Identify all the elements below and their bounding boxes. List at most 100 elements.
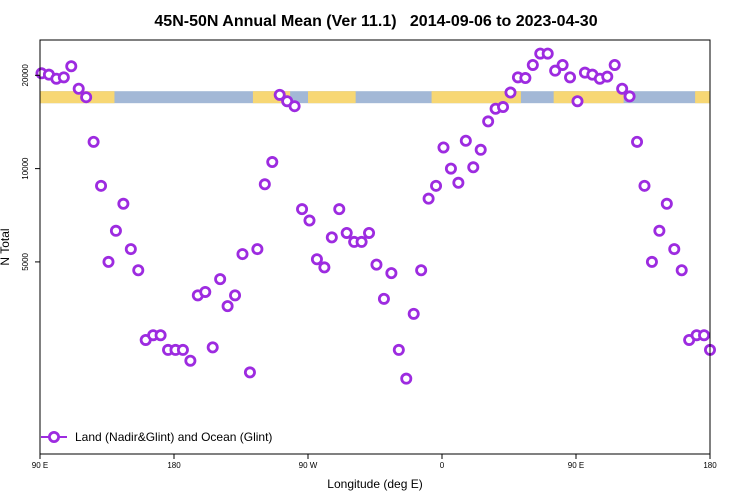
data-point: [95, 179, 108, 192]
data-point: [631, 135, 644, 148]
data-point: [526, 58, 539, 71]
data-point: [176, 343, 189, 356]
data-point: [288, 100, 301, 113]
data-point: [310, 253, 323, 266]
data-point: [318, 261, 331, 274]
data-point: [675, 264, 688, 277]
data-point: [243, 366, 256, 379]
data-point: [184, 354, 197, 367]
data-point: [556, 58, 569, 71]
data-point: [601, 70, 614, 83]
data-point: [400, 372, 413, 385]
x-tick-label: 90 E: [568, 461, 584, 470]
data-point: [266, 156, 279, 169]
data-point: [303, 214, 316, 227]
data-point: [124, 243, 137, 256]
land-band: [308, 91, 356, 104]
y-tick-label: 10000: [21, 157, 30, 180]
x-tick-label: 90 W: [299, 461, 318, 470]
data-point: [698, 329, 711, 342]
data-point: [363, 226, 376, 239]
data-point: [474, 143, 487, 156]
data-point: [117, 197, 130, 210]
data-point: [72, 82, 85, 95]
legend-label: Land (Nadir&Glint) and Ocean (Glint): [75, 430, 272, 444]
y-axis-label: N Total: [0, 228, 12, 265]
data-point: [57, 71, 70, 84]
data-point: [415, 264, 428, 277]
x-tick-label: 0: [440, 461, 445, 470]
x-tick-label: 90 E: [32, 461, 48, 470]
data-points: [35, 47, 717, 385]
data-point: [333, 203, 346, 216]
data-point: [519, 72, 532, 85]
data-point: [355, 235, 368, 248]
data-point: [608, 58, 621, 71]
land-band: [431, 91, 521, 104]
data-point: [87, 135, 100, 148]
data-point: [296, 203, 309, 216]
chart-title: 45N-50N Annual Mean (Ver 11.1) 2014-09-0…: [154, 13, 597, 30]
data-point: [504, 86, 517, 99]
data-point: [482, 115, 495, 128]
data-point: [199, 285, 212, 298]
data-point: [668, 243, 681, 256]
data-point: [251, 243, 264, 256]
legend-marker: [48, 430, 61, 443]
data-point: [273, 88, 286, 101]
data-point: [497, 101, 510, 114]
ocean-band: [40, 91, 710, 104]
data-point: [623, 90, 636, 103]
y-tick-label: 20000: [21, 64, 30, 87]
land-ocean-strip: [40, 91, 710, 104]
data-point: [132, 264, 145, 277]
data-point: [385, 267, 398, 280]
x-axis: 90 E 180 90 W 0 90 E 180: [32, 454, 717, 470]
data-point: [467, 161, 480, 174]
data-point: [549, 64, 562, 77]
data-point: [236, 248, 249, 261]
data-point: [65, 60, 78, 73]
data-point: [229, 289, 242, 302]
y-tick-label: 5000: [21, 252, 30, 270]
data-point: [452, 176, 465, 189]
data-point: [430, 179, 443, 192]
data-point: [616, 82, 629, 95]
data-point: [340, 226, 353, 239]
land-band: [553, 91, 624, 104]
data-point: [325, 231, 338, 244]
data-point: [370, 258, 383, 271]
data-point: [154, 329, 167, 342]
data-point: [407, 307, 420, 320]
legend: Land (Nadir&Glint) and Ocean (Glint): [41, 430, 272, 444]
data-point: [653, 224, 666, 237]
data-point: [102, 255, 115, 268]
land-band: [695, 91, 710, 104]
data-point: [258, 178, 271, 191]
y-axis: 5000 10000 20000: [21, 64, 40, 271]
data-point: [214, 273, 227, 286]
data-point: [422, 192, 435, 205]
x-axis-label: Longitude (deg E): [327, 477, 422, 491]
data-point: [109, 224, 122, 237]
data-point: [541, 47, 554, 60]
data-point: [80, 91, 93, 104]
data-point: [459, 134, 472, 147]
plot-frame: [39, 39, 711, 455]
data-point: [571, 95, 584, 108]
data-point: [437, 141, 450, 154]
data-point: [645, 255, 658, 268]
x-tick-label: 180: [703, 461, 717, 470]
data-point: [638, 179, 651, 192]
data-point: [206, 341, 219, 354]
land-band: [40, 91, 115, 104]
data-point: [377, 292, 390, 305]
data-point: [392, 343, 405, 356]
x-tick-label: 180: [167, 461, 181, 470]
data-point: [564, 71, 577, 84]
data-point: [444, 162, 457, 175]
data-point: [221, 300, 234, 313]
data-point: [660, 197, 673, 210]
